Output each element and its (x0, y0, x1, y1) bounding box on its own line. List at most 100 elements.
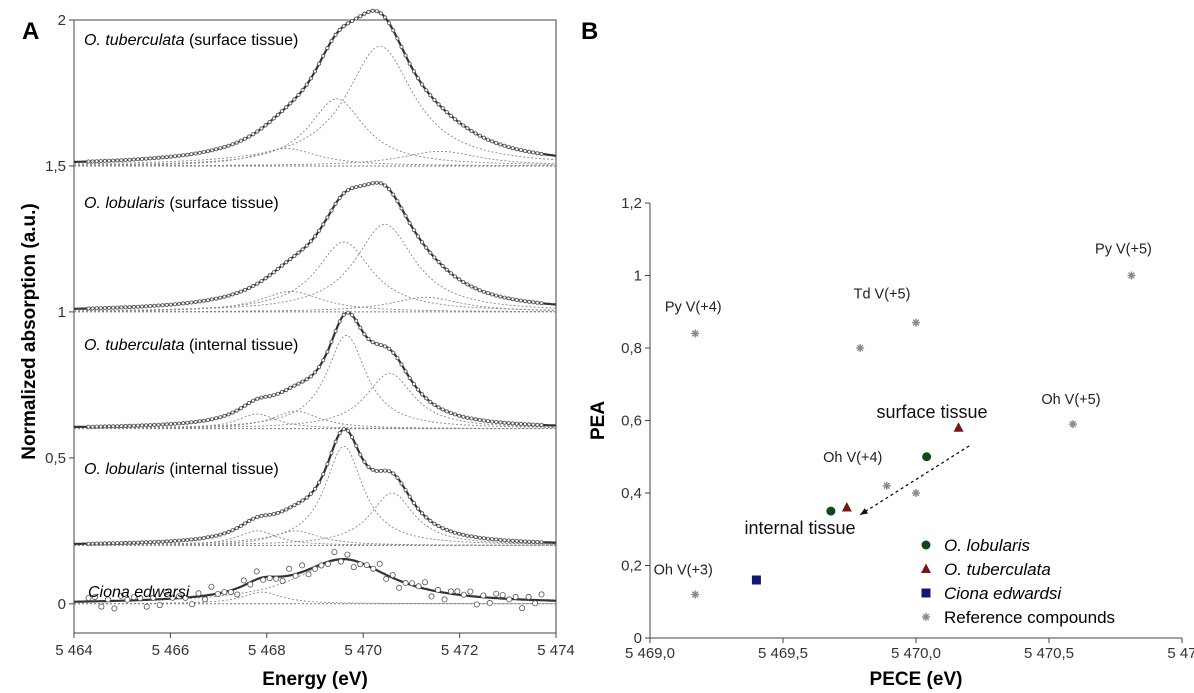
y-tick-label: 0,6 (621, 413, 642, 430)
data-point-marker (201, 149, 206, 154)
data-point-marker (214, 533, 219, 538)
fit-component-peak (74, 591, 556, 605)
data-point-marker (370, 565, 377, 572)
surface-tissue-annotation: surface tissue (876, 402, 987, 422)
data-point-marker (111, 605, 118, 612)
data-point-marker (366, 182, 371, 187)
data-point-marker (234, 140, 239, 145)
data-point-marker (271, 512, 276, 517)
data-point-marker (185, 300, 190, 305)
data-point-marker (234, 591, 241, 598)
data-point-marker (143, 603, 150, 610)
data-point-marker (432, 521, 437, 526)
data-point-marker (124, 596, 131, 603)
data-point-marker (292, 503, 297, 508)
data-point-marker (102, 424, 107, 429)
data-point-marker (168, 302, 173, 307)
data-point-marker (201, 596, 208, 603)
data-point-marker (523, 148, 528, 153)
data-point-marker (255, 515, 260, 520)
reference-compound-label: Py V(+5) (1095, 242, 1152, 258)
data-point-marker (387, 187, 392, 192)
data-point-marker (160, 539, 165, 544)
data-point-marker (535, 540, 540, 545)
data-point-marker (399, 481, 404, 486)
data-point-marker (436, 524, 441, 529)
data-point-marker (152, 303, 157, 308)
fit-component-peak (74, 241, 557, 312)
data-point-marker (253, 568, 260, 575)
data-point-marker (288, 505, 293, 510)
data-point-marker (214, 416, 219, 421)
data-point-marker (156, 155, 161, 160)
data-point-marker (181, 153, 186, 158)
data-point-marker (214, 147, 219, 152)
data-point-marker (255, 396, 260, 401)
spectrum-label-tissue: (surface tissue) (185, 32, 299, 49)
data-point-marker (428, 399, 433, 404)
data-point-marker (415, 583, 422, 590)
fit-component-peak (74, 147, 556, 167)
x-tick-label: 5 470 (344, 642, 382, 659)
data-point-marker (292, 97, 297, 102)
data-point-marker (440, 407, 445, 412)
data-point-marker (399, 206, 404, 211)
data-point-marker (98, 159, 103, 164)
panel-a-letter: A (22, 18, 39, 45)
data-point-marker (152, 540, 157, 545)
data-point-marker (531, 150, 536, 155)
data-point-marker (111, 305, 116, 310)
data-point-marker (251, 516, 256, 521)
data-point-marker (374, 341, 379, 346)
spectrum-label-species: O. tuberculata (84, 337, 185, 354)
data-point-marker (428, 518, 433, 523)
data-point-marker (485, 291, 490, 296)
data-point-marker (354, 184, 359, 189)
data-point-marker (494, 140, 499, 145)
data-point-marker (152, 156, 157, 161)
data-point-marker (107, 305, 112, 310)
spectrum-label-tissue: (internal tissue) (165, 461, 279, 478)
data-point-marker (222, 144, 227, 149)
data-point-marker (477, 535, 482, 540)
data-point-marker (263, 513, 268, 518)
data-point-marker (247, 400, 252, 405)
data-point-marker (357, 561, 364, 568)
spectrum-label-species: O. lobularis (84, 195, 165, 212)
data-point-marker (395, 356, 400, 361)
data-point-marker (382, 344, 387, 349)
data-point-marker (267, 273, 272, 278)
data-point-marker (107, 541, 112, 546)
data-point-marker (502, 295, 507, 300)
data-point-marker (448, 113, 453, 118)
data-point-marker (311, 565, 318, 572)
data-point-marker (135, 157, 140, 162)
data-point-marker (345, 21, 350, 26)
data-point-marker (325, 46, 330, 51)
data-point-marker (532, 600, 539, 607)
data-point-marker (139, 540, 144, 545)
reference-compound-label: Oh V(+3) (654, 563, 713, 579)
data-point-marker (344, 551, 351, 558)
data-point-marker (209, 534, 214, 539)
data-point-marker (370, 8, 375, 13)
data-point-marker (181, 421, 186, 426)
data-point-marker (387, 469, 392, 474)
data-point-marker (271, 116, 276, 121)
data-point-marker (535, 300, 540, 305)
star-stroke (1128, 272, 1135, 279)
data-point-marker (279, 263, 284, 268)
data-point-marker (275, 391, 280, 396)
data-point-marker (127, 157, 132, 162)
data-point-marker (337, 27, 342, 32)
data-point-marker (461, 414, 466, 419)
data-point-marker (411, 501, 416, 506)
data-point-marker (247, 134, 252, 139)
data-point-marker (218, 295, 223, 300)
data-point-marker (329, 450, 334, 455)
data-point-marker (131, 157, 136, 162)
data-point-marker (420, 240, 425, 245)
data-point-marker (164, 155, 169, 160)
data-point-marker (370, 340, 375, 345)
data-point-marker (345, 188, 350, 193)
